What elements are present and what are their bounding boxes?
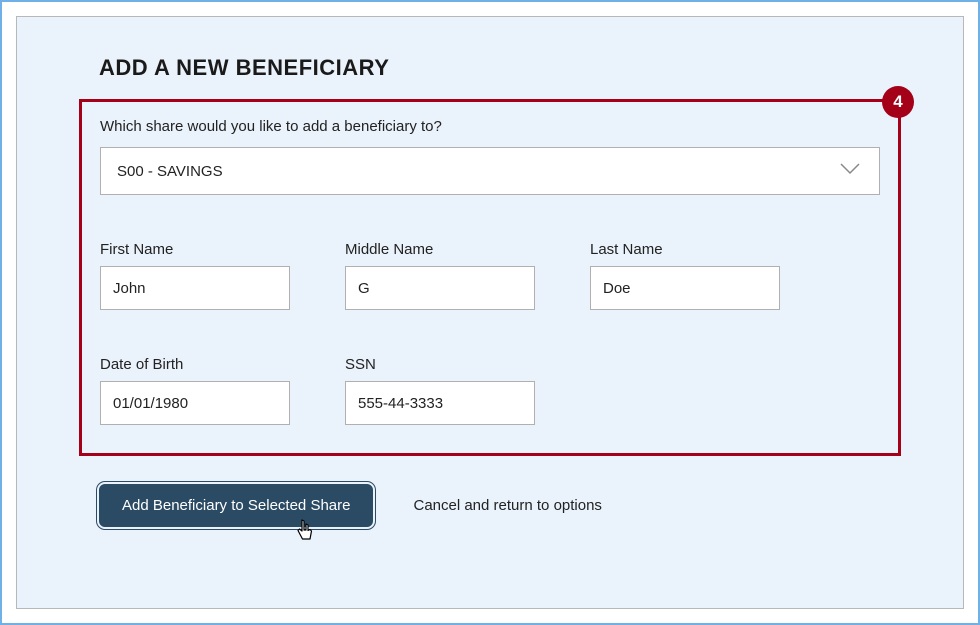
dob-field: Date of Birth (100, 356, 290, 425)
name-row: First Name Middle Name Last Name (100, 241, 880, 310)
step-highlight-box: 4 Which share would you like to add a be… (79, 99, 901, 456)
ssn-field: SSN (345, 356, 535, 425)
first-name-label: First Name (100, 241, 290, 258)
first-name-input[interactable] (100, 266, 290, 310)
middle-name-label: Middle Name (345, 241, 535, 258)
last-name-field: Last Name (590, 241, 780, 310)
cancel-link[interactable]: Cancel and return to options (413, 497, 601, 514)
dob-input[interactable] (100, 381, 290, 425)
ssn-label: SSN (345, 356, 535, 373)
add-beneficiary-button[interactable]: Add Beneficiary to Selected Share (99, 484, 373, 527)
share-prompt: Which share would you like to add a bene… (100, 118, 880, 135)
dob-label: Date of Birth (100, 356, 290, 373)
share-select-value: S00 - SAVINGS (117, 163, 223, 180)
middle-name-input[interactable] (345, 266, 535, 310)
share-select[interactable]: S00 - SAVINGS (100, 147, 880, 195)
page-title: ADD A NEW BENEFICIARY (99, 55, 881, 81)
first-name-field: First Name (100, 241, 290, 310)
details-row: Date of Birth SSN (100, 356, 880, 425)
step-badge: 4 (882, 86, 914, 118)
ssn-input[interactable] (345, 381, 535, 425)
middle-name-field: Middle Name (345, 241, 535, 310)
last-name-input[interactable] (590, 266, 780, 310)
form-panel: ADD A NEW BENEFICIARY 4 Which share woul… (16, 16, 964, 609)
window-frame: ADD A NEW BENEFICIARY 4 Which share woul… (0, 0, 980, 625)
last-name-label: Last Name (590, 241, 780, 258)
chevron-down-icon (839, 162, 861, 180)
actions-row: Add Beneficiary to Selected Share Cancel… (99, 484, 881, 527)
